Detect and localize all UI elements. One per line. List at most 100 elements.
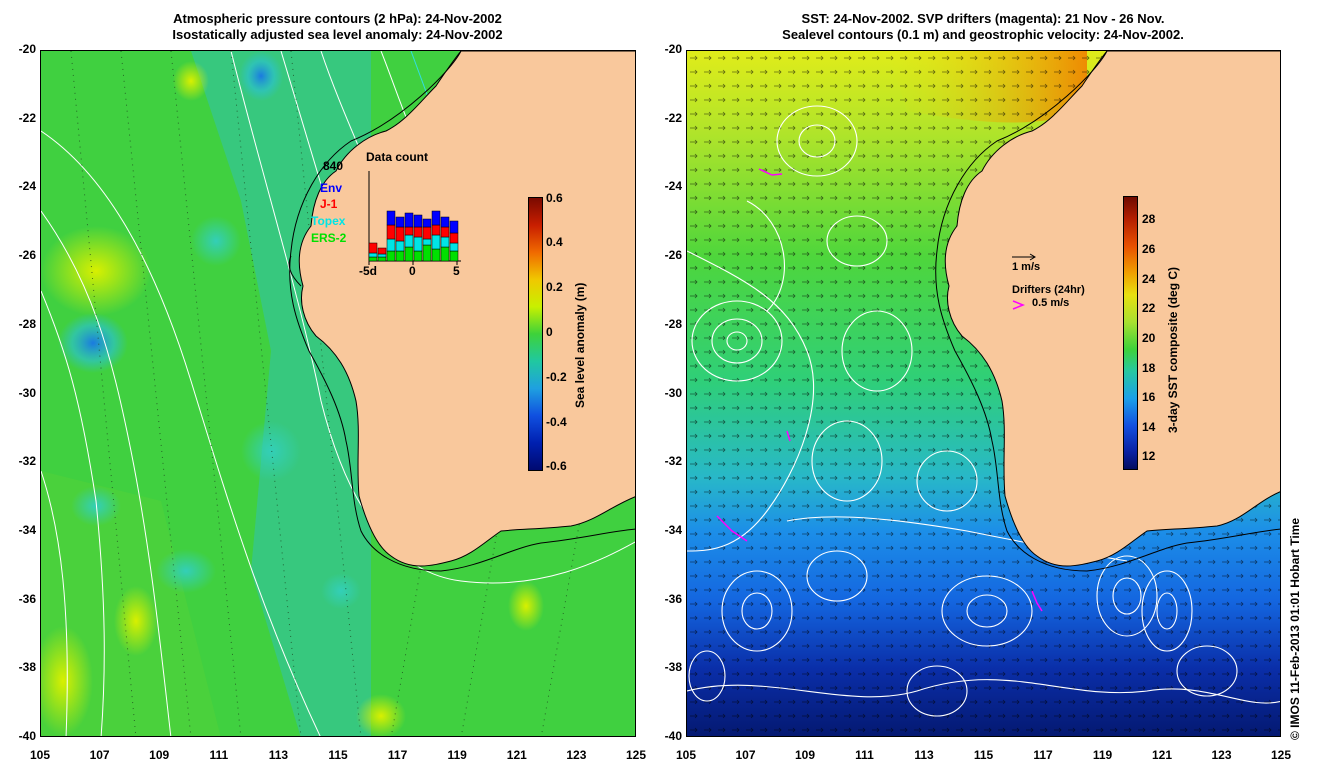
data-count-bar-segment [404,212,414,228]
data-count-bar-segment [368,252,378,258]
sla-tick-neg0.6: -0.6 [546,459,567,473]
right-x-tick: 119 [1092,748,1113,762]
sst-colorbar-label: 3-day SST composite (deg C) [1166,266,1180,433]
right-y-tick: -40 [664,729,682,743]
data-count-bar-segment [413,214,423,228]
right-x-tick: 121 [1151,748,1173,762]
data-count-bar-segment [395,216,405,228]
left-y-tick: -34 [18,522,36,537]
left-y-tick: -32 [18,454,36,469]
data-count-bar-segment [440,226,450,238]
data-count-bar-segment [413,250,423,262]
data-count-bar-segment [386,210,396,226]
left-y-tick: -20 [18,42,36,56]
anomaly-high-blob [41,226,151,316]
data-count-bar-segment [431,248,441,262]
sst-tick-14: 14 [1142,420,1156,434]
data-count-bar-segment [431,210,441,226]
left-title: Atmospheric pressure contours (2 hPa): 2… [40,11,635,43]
sst-tick-26: 26 [1142,242,1156,256]
right-y-tick: -32 [664,454,682,469]
data-count-bar-segment [404,234,414,248]
australia-landmass-sst [944,51,1280,567]
left-x-tick: 113 [268,748,289,762]
right-y-tick: -24 [664,179,682,194]
sst-tick-24: 24 [1142,272,1156,286]
data-count-bar-segment [377,247,387,255]
right-y-tick: -20 [664,42,682,56]
data-count-bar-segment [422,226,432,240]
sst-tick-28: 28 [1142,212,1156,226]
left-title-line2: Isostatically adjusted sea level anomaly… [172,27,503,42]
data-count-bar-segment [449,250,459,262]
right-x-tick: 105 [675,748,697,762]
velocity-scale-arrow [1012,253,1036,261]
legend-topex: Topex [311,214,346,228]
data-count-bar-segment [431,234,441,250]
data-count-xtick-zero: 0 [409,264,416,278]
right-x-tick: 107 [735,748,756,762]
data-count-bar-segment [422,238,432,246]
right-y-tick: -22 [664,110,682,125]
left-y-tick: -36 [18,591,36,606]
data-count-xaxis-ticks [368,261,458,265]
data-count-bar-segment [377,253,387,258]
drifter-scale-marker [1012,300,1026,310]
svp-drifter-tracks [716,168,1043,612]
data-count-bar-segment [431,224,441,236]
right-y-tick: -26 [664,248,682,263]
right-y-tick: -34 [664,522,682,537]
sea-level-anomaly-map [41,51,635,736]
data-count-bar-segment [413,236,423,252]
left-y-tick: -28 [18,316,36,331]
sea-level-colorbar [528,197,543,471]
left-map-panel: Data count 840 Env J-1 Topex ERS-2 -5d 0… [40,50,636,737]
sla-tick-neg0.2: -0.2 [546,370,567,384]
data-count-bar-segment [440,246,450,262]
data-count-bar-segment [395,240,405,252]
right-x-tick: 117 [1033,748,1053,762]
right-x-tick: 109 [794,748,816,762]
data-count-bar-segment [395,250,405,262]
right-y-tick: -30 [664,385,682,400]
data-count-bar-segment [404,246,414,262]
data-count-bar-segment [368,242,378,254]
data-count-bar-segment [395,226,405,242]
data-count-bar-segment [449,220,459,234]
right-y-tick: -28 [664,316,682,331]
left-x-tick: 107 [89,748,110,762]
imos-credit: © IMOS 11-Feb-2013 01:01 Hobart Time [1288,517,1302,740]
right-y-tick: -38 [664,660,682,675]
data-count-xtick-end: 5 [453,264,460,278]
right-title-line2: Sealevel contours (0.1 m) and geostrophi… [782,27,1184,42]
right-x-tick: 123 [1211,748,1232,762]
sst-tick-12: 12 [1142,449,1156,463]
left-title-line1: Atmospheric pressure contours (2 hPa): 2… [173,11,502,26]
right-title: SST: 24-Nov-2002. SVP drifters (magenta)… [686,11,1280,43]
right-x-tick: 111 [855,748,874,762]
data-count-bar-segment [404,226,414,236]
data-count-max-label: 840 [323,159,344,173]
left-x-tick: 117 [387,748,408,762]
right-x-tick: 115 [973,748,994,762]
data-count-bar-segment [413,226,423,238]
left-x-tick: 119 [447,748,467,762]
left-y-tick: -22 [18,110,36,125]
sst-tick-20: 20 [1142,331,1156,345]
data-count-bar-segment [449,232,459,244]
data-count-bars [368,210,459,262]
australia-landmass [298,51,635,567]
left-x-tick: 121 [506,748,527,762]
right-y-tick: -36 [664,591,682,606]
left-y-tick: -26 [18,248,36,263]
sla-colorbar-label: Sea level anomaly (m) [573,282,587,408]
data-count-title: Data count [366,150,429,164]
velocity-scale-label: 1 m/s [1012,261,1041,273]
right-x-tick: 113 [914,748,934,762]
sla-tick-0.6: 0.6 [546,191,563,205]
sst-tick-18: 18 [1142,361,1156,375]
legend-j1: J-1 [320,197,338,211]
sst-map [687,51,1280,736]
sst-tick-22: 22 [1142,301,1156,315]
sst-colorbar [1123,196,1138,470]
